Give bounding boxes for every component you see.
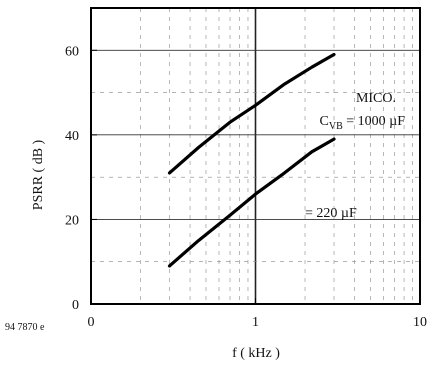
annotation-cvb-subscript: VB: [329, 121, 343, 132]
series-line-2: [167, 137, 336, 268]
annotation-cvb-1000: CVB = 1000 µF: [320, 114, 406, 132]
series-line-1: [167, 52, 336, 175]
annotation-cvb-symbol: C: [320, 114, 329, 129]
x-tick-label: 10: [413, 315, 427, 330]
axis-ticks: 0 1 10 0 20 40 60: [65, 44, 427, 330]
annotation-mico: MICO.: [356, 91, 396, 106]
y-tick-label: 60: [65, 44, 79, 59]
y-tick-label: 40: [65, 129, 79, 144]
y-axis-label: PSRR ( dB ): [31, 139, 46, 210]
y-tick-label: 20: [65, 213, 79, 228]
annotation-220: = 220 µF: [305, 206, 357, 221]
x-axis-label: f ( kHz ): [232, 346, 280, 361]
x-tick-label: 1: [252, 315, 259, 330]
x-tick-label: 0: [88, 315, 95, 330]
figure-id: 94 7870 e: [5, 322, 45, 333]
series-layer: [167, 52, 336, 268]
grid-lines: [91, 8, 420, 304]
y-tick-label: 0: [72, 298, 79, 313]
annotation-cvb-value: = 1000 µF: [343, 114, 405, 129]
